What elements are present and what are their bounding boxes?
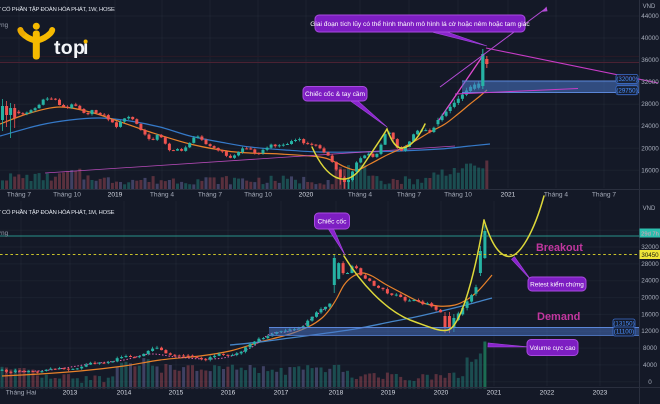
svg-text:Tháng 10: Tháng 10 xyxy=(244,192,272,199)
svg-text:2020: 2020 xyxy=(299,192,314,199)
svg-text:Tháng 10: Tháng 10 xyxy=(53,192,81,199)
svg-text:Tháng 4: Tháng 4 xyxy=(150,192,175,199)
svg-text:36000: 36000 xyxy=(641,57,659,64)
svg-text:ựng: ựng xyxy=(0,230,9,237)
svg-text:VND: VND xyxy=(643,4,656,10)
svg-text:Volume cực cao: Volume cực cao xyxy=(530,345,576,352)
svg-text:30450: 30450 xyxy=(641,252,659,259)
svg-text:Tháng 7: Tháng 7 xyxy=(7,192,32,199)
svg-text:40000: 40000 xyxy=(641,35,659,42)
svg-text:top: top xyxy=(54,37,85,59)
svg-text:(13150): (13150) xyxy=(613,321,634,328)
svg-text:ı: ı xyxy=(83,37,88,59)
svg-text:Demand: Demand xyxy=(537,311,580,323)
svg-text:Tháng 7: Tháng 7 xyxy=(592,192,617,199)
svg-text:Tháng 7: Tháng 7 xyxy=(397,192,422,199)
svg-text:Giai đoạn tích lũy có thể hình: Giai đoạn tích lũy có thể hình thành mô … xyxy=(310,20,530,28)
svg-text:4000: 4000 xyxy=(643,362,658,369)
svg-text:2023: 2023 xyxy=(593,390,608,397)
svg-text:44000: 44000 xyxy=(641,13,659,20)
svg-text:2018: 2018 xyxy=(329,390,344,397)
svg-text:16000: 16000 xyxy=(641,167,659,174)
svg-text:2019: 2019 xyxy=(108,192,123,199)
svg-text:Y CỔ PHẦN TẬP ĐOÀN HÒA PHÁT, 1: Y CỔ PHẦN TẬP ĐOÀN HÒA PHÁT, 1M, HOSE xyxy=(0,209,115,216)
svg-text:2021: 2021 xyxy=(501,192,516,199)
svg-text:Tháng 4: Tháng 4 xyxy=(544,192,569,199)
svg-text:Tháng Hai: Tháng Hai xyxy=(6,390,37,397)
svg-text:24000: 24000 xyxy=(641,278,659,285)
svg-text:29d 7h: 29d 7h xyxy=(641,232,659,238)
svg-text:2019: 2019 xyxy=(381,390,396,397)
svg-text:Chiếc cốc & tay cầm: Chiếc cốc & tay cầm xyxy=(305,89,366,98)
svg-text:Breakout: Breakout xyxy=(536,242,583,254)
svg-text:(11100): (11100) xyxy=(614,329,634,336)
svg-text:Tháng 7: Tháng 7 xyxy=(198,192,223,199)
svg-text:2017: 2017 xyxy=(274,390,289,397)
svg-text:0: 0 xyxy=(648,379,652,386)
svg-text:2016: 2016 xyxy=(221,390,236,397)
svg-text:20000: 20000 xyxy=(641,295,659,302)
svg-text:2013: 2013 xyxy=(63,390,78,397)
svg-text:2021: 2021 xyxy=(487,390,502,397)
svg-text:28000: 28000 xyxy=(641,261,659,268)
svg-text:Retest kiểm chứng: Retest kiểm chứng xyxy=(530,280,584,288)
svg-text:20000: 20000 xyxy=(641,145,659,152)
svg-text:2015: 2015 xyxy=(169,390,184,397)
svg-text:2022: 2022 xyxy=(540,390,555,397)
svg-text:Y CỔ PHẦN TẬP ĐOÀN HÒA PHÁT, 1: Y CỔ PHẦN TẬP ĐOÀN HÒA PHÁT, 1W, HOSE xyxy=(0,6,115,13)
svg-text:(32000): (32000) xyxy=(616,76,637,83)
svg-text:(29750): (29750) xyxy=(616,87,637,94)
svg-text:Tháng 10: Tháng 10 xyxy=(444,192,472,199)
svg-text:8000: 8000 xyxy=(643,345,658,352)
svg-text:28000: 28000 xyxy=(641,101,659,108)
svg-text:2014: 2014 xyxy=(117,390,132,397)
svg-text:Tháng 4: Tháng 4 xyxy=(348,192,373,199)
svg-text:ựng: ựng xyxy=(0,22,9,29)
svg-text:2020: 2020 xyxy=(434,390,449,397)
svg-text:VND: VND xyxy=(643,206,656,212)
svg-text:12000: 12000 xyxy=(641,328,659,335)
svg-text:32000: 32000 xyxy=(641,79,659,86)
svg-text:Chiếc cốc: Chiếc cốc xyxy=(318,216,348,225)
svg-text:24000: 24000 xyxy=(641,123,659,130)
svg-text:16000: 16000 xyxy=(641,311,659,318)
svg-text:32000: 32000 xyxy=(641,244,659,251)
